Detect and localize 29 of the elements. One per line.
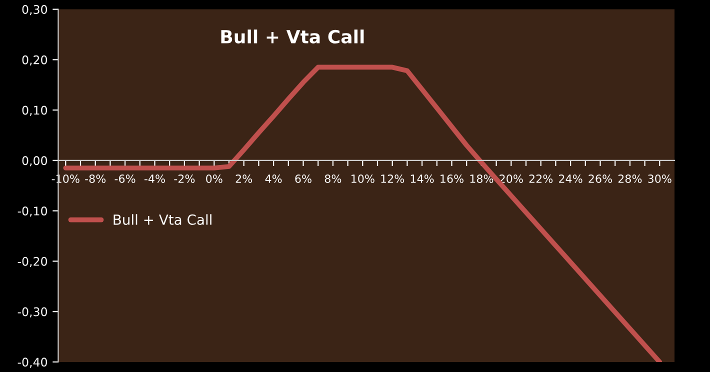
x-tick-label: 28% xyxy=(618,174,642,183)
x-tick-label: -6% xyxy=(114,174,136,183)
x-tick-label: 10% xyxy=(352,174,374,183)
x-tick-label: 12% xyxy=(381,174,404,183)
y-tick-label: 0,00 xyxy=(22,156,48,166)
x-tick-label: 24% xyxy=(559,174,582,183)
x-tick-label: 2% xyxy=(236,174,252,183)
x-tick-label: 16% xyxy=(440,174,464,183)
y-tick-label: -0,30 xyxy=(18,307,48,318)
y-tick-label: 0,10 xyxy=(22,106,48,116)
x-tick-label: 26% xyxy=(588,174,612,183)
y-tick-label: -0,10 xyxy=(18,206,48,217)
x-tick-label: -2% xyxy=(174,174,195,183)
x-tick-label: -8% xyxy=(85,174,106,183)
x-tick-label: 8% xyxy=(324,174,342,183)
y-tick-label: 0,30 xyxy=(22,5,48,16)
x-tick-label: 18% xyxy=(470,174,494,183)
x-tick-label: 6% xyxy=(295,174,312,183)
y-tick-label: -0,40 xyxy=(18,358,48,368)
x-tick-label: 0% xyxy=(206,174,222,183)
y-tick-label: 0,20 xyxy=(22,55,48,66)
x-tick-label: -4% xyxy=(144,174,165,183)
x-tick-label: 30% xyxy=(648,174,672,183)
x-tick-label: 4% xyxy=(265,174,282,183)
x-tick-label: 22% xyxy=(529,174,553,183)
y-tick-label: -0,20 xyxy=(18,256,48,268)
x-tick-label: 14% xyxy=(410,174,434,183)
legend-label: Bull + Vta Call xyxy=(114,214,212,225)
text: Bull + Vta Call xyxy=(221,30,364,44)
